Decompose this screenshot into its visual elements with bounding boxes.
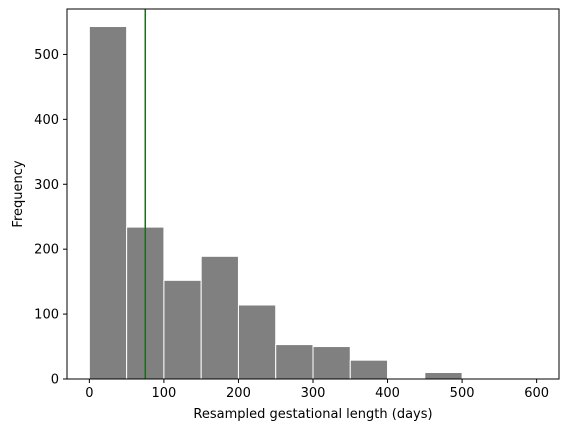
histogram-bar — [349, 359, 389, 380]
y-tick-label: 0 — [51, 373, 59, 388]
y-tick-label: 500 — [34, 48, 59, 63]
y-tick-label: 100 — [34, 308, 59, 323]
x-tick-label: 400 — [375, 386, 400, 401]
y-axis-label: Frequency — [11, 160, 26, 227]
histogram-bar — [312, 346, 351, 380]
y-axis-ticks: 0 100 200 300 400 500 — [34, 48, 67, 388]
x-tick-label: 600 — [524, 386, 549, 401]
histogram-bar — [424, 372, 463, 380]
x-tick-label: 100 — [151, 386, 176, 401]
histogram-bar — [88, 26, 128, 380]
x-axis-ticks: 0 100 200 300 400 500 600 — [85, 379, 549, 401]
x-tick-label: 500 — [450, 386, 475, 401]
histogram-bar — [237, 304, 277, 380]
x-axis-label: Resampled gestational length (days) — [193, 407, 432, 422]
histogram-bar — [163, 279, 202, 380]
y-tick-label: 200 — [34, 243, 59, 258]
histogram-bar — [275, 344, 314, 380]
y-tick-label: 300 — [34, 178, 59, 193]
y-tick-label: 400 — [34, 113, 59, 128]
x-tick-label: 0 — [85, 386, 93, 401]
x-tick-label: 300 — [301, 386, 326, 401]
histogram-bars — [88, 26, 538, 380]
x-tick-label: 200 — [226, 386, 251, 401]
histogram-bar — [200, 255, 239, 380]
